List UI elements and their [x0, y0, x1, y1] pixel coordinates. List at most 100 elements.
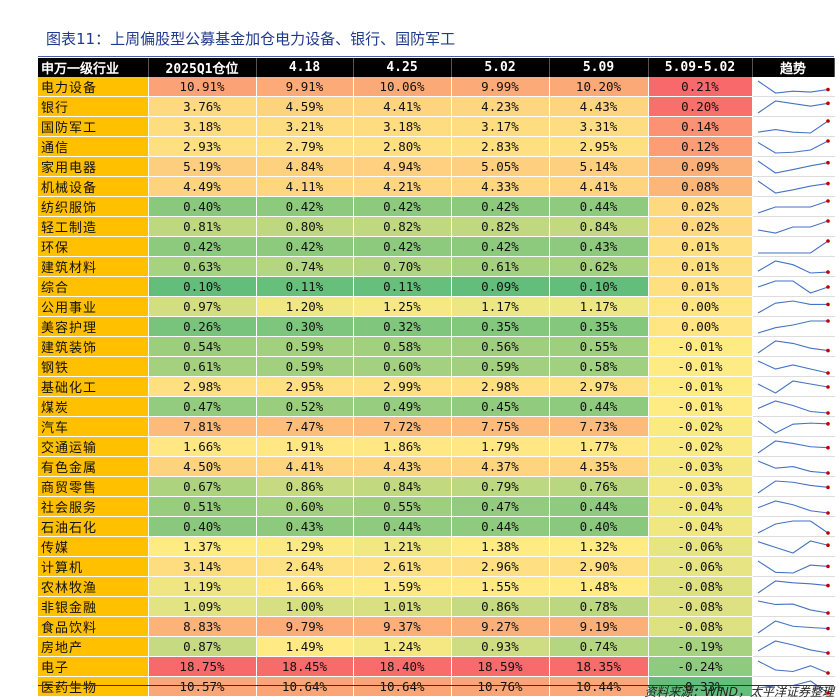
position-cell-d0425: 0.49%: [353, 396, 452, 417]
position-cell-d0509: 0.62%: [549, 256, 649, 277]
table-row: 有色金属 4.50% 4.41% 4.43% 4.37% 4.35% -0.03%: [38, 456, 835, 477]
change-cell: -0.04%: [648, 516, 753, 537]
sparkline: [757, 198, 830, 214]
sparkline: [757, 218, 830, 234]
position-cell-q1: 0.63%: [148, 256, 257, 277]
chart-title-area: 图表11：上周偏股型公募基金加仓电力设备、银行、国防军工: [38, 24, 840, 57]
position-cell-d0418: 0.86%: [256, 476, 354, 497]
position-cell-d0425: 0.42%: [353, 196, 452, 217]
trend-sparkline-cell: [752, 636, 835, 657]
position-cell-d0509: 1.48%: [549, 576, 649, 597]
change-cell: -0.04%: [648, 496, 753, 517]
change-cell: -0.19%: [648, 636, 753, 657]
trend-sparkline-cell: [752, 296, 835, 317]
table-row: 环保 0.42% 0.42% 0.42% 0.42% 0.43% 0.01%: [38, 236, 835, 257]
trend-sparkline-cell: [752, 576, 835, 597]
position-cell-d0425: 18.40%: [353, 656, 452, 677]
sparkline: [757, 279, 830, 294]
table-row: 轻工制造 0.81% 0.80% 0.82% 0.82% 0.84% 0.02%: [38, 216, 835, 237]
position-cell-d0418: 0.80%: [256, 216, 354, 237]
sparkline-trend-line: [757, 180, 829, 194]
table-row: 汽车 7.81% 7.47% 7.72% 7.75% 7.73% -0.02%: [38, 416, 835, 437]
position-cell-d0502: 9.99%: [451, 77, 550, 97]
table-row: 银行 3.76% 4.59% 4.41% 4.23% 4.43% 0.20%: [38, 96, 835, 117]
position-cell-d0418: 4.84%: [256, 156, 354, 177]
sparkline-last-point: [826, 470, 830, 475]
industry-cell: 基础化工: [38, 376, 149, 397]
position-cell-q1: 1.66%: [148, 436, 257, 457]
change-cell: 0.00%: [648, 296, 753, 317]
sparkline-last-point: [826, 348, 830, 352]
change-cell: -0.03%: [648, 476, 753, 497]
sparkline: [757, 160, 830, 174]
sparkline-last-point: [826, 269, 830, 274]
trend-sparkline-cell: [752, 556, 835, 577]
sparkline-trend-line: [757, 399, 829, 414]
position-cell-q1: 7.81%: [148, 416, 257, 437]
position-cell-q1: 3.18%: [148, 116, 257, 137]
position-cell-d0418: 0.52%: [256, 396, 354, 417]
position-cell-q1: 0.51%: [148, 496, 257, 517]
sparkline: [757, 379, 830, 394]
position-cell-d0425: 7.72%: [353, 416, 452, 437]
sparkline-trend-line: [757, 299, 828, 313]
position-cell-d0425: 0.44%: [353, 516, 452, 537]
sparkline-trend-line: [757, 499, 829, 514]
position-cell-d0425: 0.70%: [353, 256, 452, 277]
position-cell-d0502: 0.56%: [451, 336, 550, 357]
table-row: 美容护理 0.26% 0.30% 0.32% 0.35% 0.35% 0.00%: [38, 316, 835, 337]
position-cell-d0418: 0.11%: [256, 276, 354, 297]
sparkline: [757, 80, 830, 94]
position-cell-d0509: 10.44%: [549, 676, 649, 697]
position-cell-d0418: 3.21%: [256, 116, 354, 137]
table-row: 综合 0.10% 0.11% 0.11% 0.09% 0.10% 0.01%: [38, 276, 835, 297]
table-row: 国防军工 3.18% 3.21% 3.18% 3.17% 3.31% 0.14%: [38, 116, 835, 137]
position-cell-d0425: 4.43%: [353, 456, 452, 477]
sparkline-trend-line: [757, 560, 829, 574]
industry-cell: 煤炭: [38, 396, 149, 417]
position-cell-d0502: 0.35%: [451, 316, 550, 337]
position-cell-d0418: 2.64%: [256, 556, 354, 577]
sparkline: [757, 138, 830, 154]
sparkline-last-point: [826, 510, 830, 515]
trend-sparkline-cell: [752, 356, 835, 377]
position-cell-d0418: 18.45%: [256, 656, 354, 677]
industry-cell: 通信: [38, 136, 149, 157]
position-cell-d0509: 1.32%: [549, 536, 649, 557]
position-cell-d0502: 4.23%: [451, 96, 550, 117]
industry-cell: 农林牧渔: [38, 576, 149, 597]
sparkline-trend-line: [757, 599, 829, 614]
sparkline-last-point: [826, 650, 830, 655]
sparkline-trend-line: [757, 80, 829, 94]
position-cell-d0418: 1.66%: [256, 576, 354, 597]
position-cell-q1: 0.10%: [148, 276, 257, 297]
sparkline-last-point: [826, 318, 830, 323]
industry-cell: 食品饮料: [38, 616, 149, 637]
position-cell-d0425: 2.99%: [353, 376, 452, 397]
sparkline-last-point: [826, 284, 830, 289]
industry-cell: 建筑装饰: [38, 336, 149, 357]
trend-sparkline-cell: [752, 596, 835, 617]
position-cell-d0418: 0.30%: [256, 316, 354, 337]
table-row: 传媒 1.37% 1.29% 1.21% 1.38% 1.32% -0.06%: [38, 536, 835, 557]
sparkline-trend-line: [757, 120, 829, 134]
sparkline-last-point: [826, 530, 830, 535]
sparkline: [757, 599, 830, 615]
trend-sparkline-cell: [752, 496, 835, 517]
sparkline: [757, 619, 830, 633]
sparkline-trend-line: [757, 160, 829, 174]
sparkline-last-point: [826, 690, 830, 695]
table-header-row: 申万一级行业 2025Q1仓位 4.18 4.25 5.02 5.09 5.09-5.02 趋…: [38, 58, 835, 77]
position-cell-d0418: 4.59%: [256, 96, 354, 117]
position-cell-d0502: 1.17%: [451, 296, 550, 317]
position-cell-d0418: 2.79%: [256, 136, 354, 157]
position-cell-d0502: 1.55%: [451, 576, 550, 597]
trend-sparkline-cell: [752, 396, 835, 417]
trend-sparkline-cell: [752, 176, 835, 197]
position-cell-q1: 0.54%: [148, 336, 257, 357]
position-cell-d0425: 0.82%: [353, 216, 452, 237]
position-cell-d0418: 0.42%: [256, 236, 354, 257]
table-row: 计算机 3.14% 2.64% 2.61% 2.96% 2.90% -0.06%: [38, 556, 835, 577]
sparkline: [757, 539, 830, 554]
change-cell: 0.08%: [648, 176, 753, 197]
